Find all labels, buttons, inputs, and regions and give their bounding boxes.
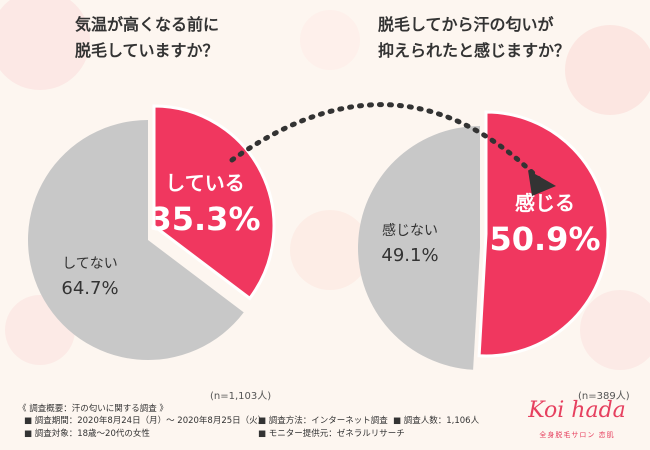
pie-2-slice-感じない bbox=[358, 126, 480, 370]
pie-1-value-している: 35.3% bbox=[149, 200, 260, 238]
pie-1: している 35.3% してない 64.7% bbox=[28, 104, 276, 360]
arrow-head-icon bbox=[528, 170, 556, 196]
survey-target: ■ 調査対象：18歳～20代の女性 bbox=[24, 429, 150, 439]
survey-period: ■ 調査期間：2020年8月24日（月）～ 2020年8月25日（火） bbox=[24, 416, 267, 426]
right-sample-size: (n=389人) bbox=[578, 391, 630, 402]
pie-1-slice-してない bbox=[28, 120, 244, 360]
survey-summary: 《 調査概要：汗の匂いに関する調査 》 ■ 調査期間：2020年8月24日（月）… bbox=[18, 402, 488, 448]
left-sample-size: (n=1,103人) bbox=[210, 391, 272, 402]
survey-method: ■ 調査方法：インターネット調査 bbox=[258, 416, 388, 426]
pie-2-label-感じる: 感じる bbox=[515, 191, 575, 215]
survey-provider: ■ モニター提供元：ゼネラルリサーチ bbox=[258, 429, 405, 439]
dotted-arrow bbox=[229, 102, 543, 183]
pie-1-label-してない: してない bbox=[62, 256, 118, 272]
pie-2-value-感じない: 49.1% bbox=[381, 245, 438, 266]
pie-2-value-感じる: 50.9% bbox=[489, 220, 600, 258]
survey-heading: 《 調査概要：汗の匂いに関する調査 》 bbox=[18, 404, 168, 414]
pie-2-label-感じない: 感じない bbox=[382, 222, 438, 239]
brand-name: Koi hada bbox=[528, 398, 626, 423]
brand-subtitle: 全身脱毛サロン 恋肌 bbox=[539, 431, 615, 439]
pie-1-value-してない: 64.7% bbox=[61, 278, 118, 299]
brand-logo: Koi hada 全身脱毛サロン 恋肌 bbox=[512, 398, 642, 446]
right-question: 脱毛してから汗の匂いが 抑えられたと感じますか？ bbox=[378, 15, 571, 60]
pie-2-slice-感じる bbox=[477, 110, 610, 358]
pie-2: 感じる 50.9% 感じない 49.1% bbox=[358, 110, 610, 370]
survey-count: ■ 調査人数：1,106人 bbox=[393, 416, 480, 426]
pie-1-label-している: している bbox=[165, 171, 244, 195]
left-question: 気温が高くなる前に 脱毛していますか？ bbox=[75, 15, 220, 60]
